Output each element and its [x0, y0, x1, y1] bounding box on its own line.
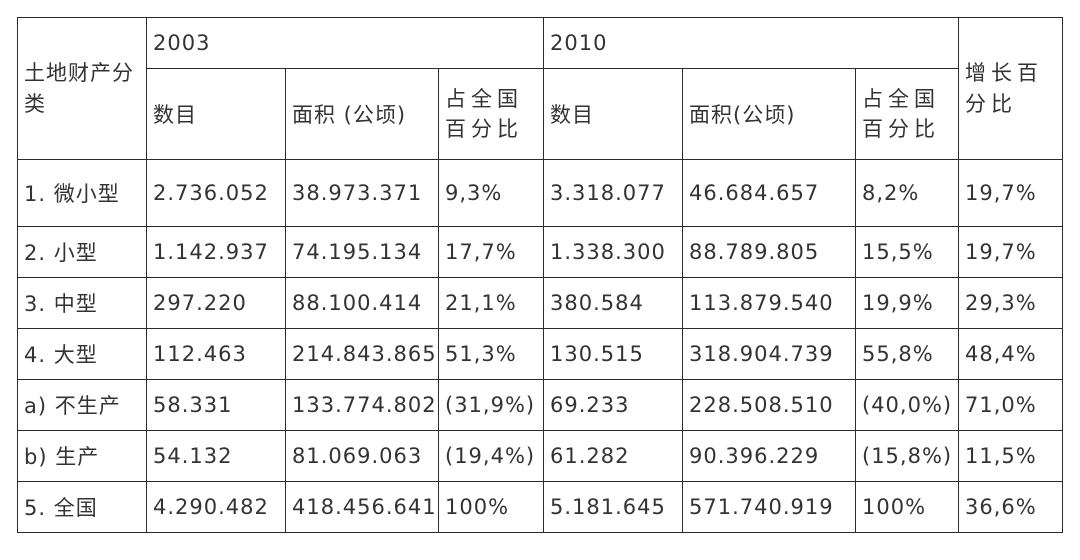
cell-area-2010: 46.684.657 — [682, 159, 856, 227]
header-area-2010: 面积(公顷) — [682, 68, 856, 160]
cell-growth: 48,4% — [958, 328, 1063, 380]
cell-share-2003: 17,7% — [438, 226, 544, 278]
cell-count-2003: 54.132 — [146, 430, 286, 482]
cell-count-2003: 1.142.937 — [146, 226, 286, 278]
cell-category: 4. 大型 — [17, 328, 147, 380]
cell-category: 2. 小型 — [17, 226, 147, 278]
header-growth-pct: 增长百分比 — [958, 17, 1063, 160]
table-row: 1. 微小型 2.736.052 38.973.371 9,3% 3.318.0… — [17, 159, 1063, 227]
cell-area-2003: 133.774.802 — [285, 379, 439, 431]
header-row-2: 数目 面积 (公顷) 占全国百分比 数目 面积(公顷) 占全国百分比 — [18, 68, 1063, 160]
cell-share-2003: 100% — [438, 481, 544, 533]
cell-area-2010: 228.508.510 — [682, 379, 856, 431]
cell-growth: 19,7% — [958, 159, 1063, 227]
cell-category: a) 不生产 — [17, 379, 147, 431]
table-row: 3. 中型 297.220 88.100.414 21,1% 380.584 1… — [17, 277, 1063, 329]
table-row: a) 不生产 58.331 133.774.802 (31,9%) 69.233… — [17, 379, 1063, 431]
cell-share-2010: 100% — [855, 481, 959, 533]
header-area-2003: 面积 (公顷) — [285, 68, 439, 160]
cell-growth: 11,5% — [958, 430, 1063, 482]
cell-count-2003: 297.220 — [146, 277, 286, 329]
table-row: b) 生产 54.132 81.069.063 (19,4%) 61.282 9… — [17, 430, 1063, 482]
header-year-2003: 2003 — [146, 17, 544, 69]
cell-share-2010: 15,5% — [855, 226, 959, 278]
header-category: 土地财产分类 — [17, 17, 147, 160]
cell-share-2010: 8,2% — [855, 159, 959, 227]
header-share-2010: 占全国百分比 — [855, 68, 959, 160]
cell-area-2003: 214.843.865 — [285, 328, 439, 380]
header-row-1: 土地财产分类 2003 2010 增长百分比 — [17, 17, 1063, 160]
cell-share-2003: 9,3% — [438, 159, 544, 227]
header-count-2010: 数目 — [543, 68, 683, 160]
table-row: 5. 全国 4.290.482 418.456.641 100% 5.181.6… — [17, 481, 1063, 533]
cell-count-2010: 380.584 — [543, 277, 683, 329]
cell-share-2003: 51,3% — [438, 328, 544, 380]
cell-area-2003: 74.195.134 — [285, 226, 439, 278]
cell-share-2010: 19,9% — [855, 277, 959, 329]
cell-growth: 19,7% — [958, 226, 1063, 278]
cell-count-2003: 2.736.052 — [146, 159, 286, 227]
header-year-2010: 2010 — [543, 17, 959, 69]
cell-category: 3. 中型 — [17, 277, 147, 329]
cell-category: 1. 微小型 — [17, 159, 147, 227]
cell-count-2010: 69.233 — [543, 379, 683, 431]
cell-area-2010: 571.740.919 — [682, 481, 856, 533]
cell-share-2010: (15,8%) — [855, 430, 959, 482]
cell-count-2010: 1.338.300 — [543, 226, 683, 278]
cell-area-2010: 90.396.229 — [682, 430, 856, 482]
cell-category: b) 生产 — [17, 430, 147, 482]
land-property-table-container: 土地财产分类 2003 2010 增长百分比 数目 面积 (公顷) 占全国百分比… — [17, 17, 1063, 533]
cell-count-2003: 58.331 — [146, 379, 286, 431]
cell-area-2003: 38.973.371 — [285, 159, 439, 227]
land-property-table: 土地财产分类 2003 2010 增长百分比 数目 面积 (公顷) 占全国百分比… — [17, 17, 1063, 533]
table-row: 4. 大型 112.463 214.843.865 51,3% 130.515 … — [17, 328, 1063, 380]
cell-growth: 71,0% — [958, 379, 1063, 431]
cell-area-2003: 418.456.641 — [285, 481, 439, 533]
header-count-2003: 数目 — [146, 68, 286, 160]
header-share-2003: 占全国百分比 — [438, 68, 544, 160]
cell-count-2003: 4.290.482 — [146, 481, 286, 533]
cell-area-2003: 88.100.414 — [285, 277, 439, 329]
cell-share-2003: (19,4%) — [438, 430, 544, 482]
cell-count-2003: 112.463 — [146, 328, 286, 380]
table-row: 2. 小型 1.142.937 74.195.134 17,7% 1.338.3… — [17, 226, 1063, 278]
cell-count-2010: 61.282 — [543, 430, 683, 482]
cell-count-2010: 5.181.645 — [543, 481, 683, 533]
cell-category: 5. 全国 — [17, 481, 147, 533]
cell-count-2010: 3.318.077 — [543, 159, 683, 227]
cell-area-2010: 318.904.739 — [682, 328, 856, 380]
cell-share-2003: (31,9%) — [438, 379, 544, 431]
cell-area-2003: 81.069.063 — [285, 430, 439, 482]
cell-share-2010: (40,0%) — [855, 379, 959, 431]
cell-share-2003: 21,1% — [438, 277, 544, 329]
cell-count-2010: 130.515 — [543, 328, 683, 380]
cell-area-2010: 113.879.540 — [682, 277, 856, 329]
cell-growth: 29,3% — [958, 277, 1063, 329]
cell-area-2010: 88.789.805 — [682, 226, 856, 278]
cell-share-2010: 55,8% — [855, 328, 959, 380]
cell-growth: 36,6% — [958, 481, 1063, 533]
